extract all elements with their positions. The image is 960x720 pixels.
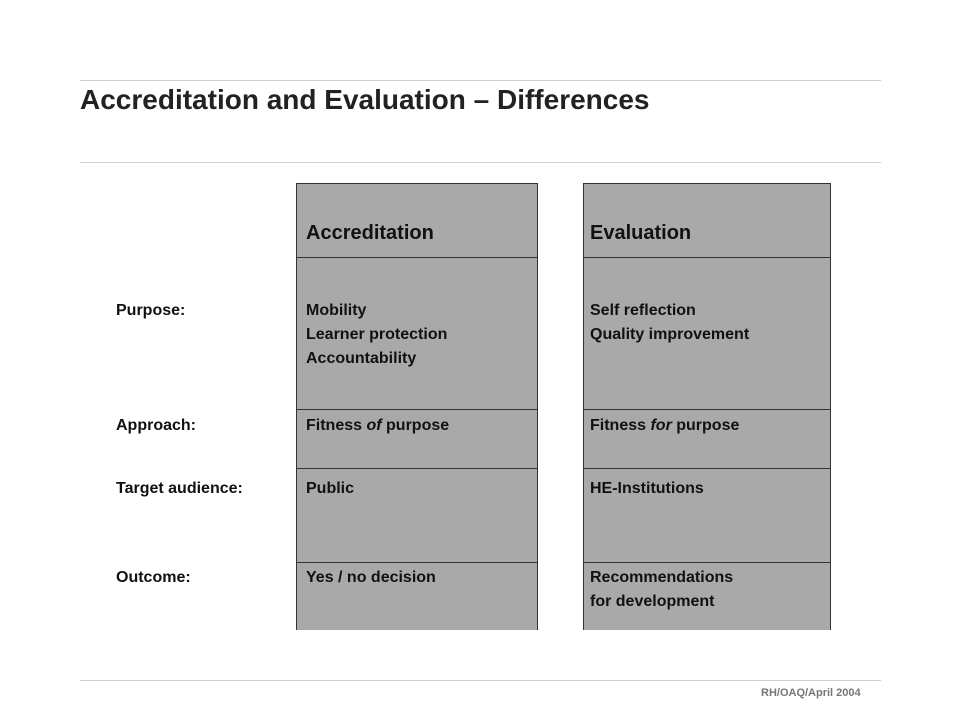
row-divider: [297, 409, 537, 410]
purpose-evaluation-cell: Self reflection Quality improvement: [590, 299, 749, 347]
slide-title: Accreditation and Evaluation – Differenc…: [80, 84, 650, 115]
row-divider: [584, 562, 830, 563]
footer-text: RH/OAQ/April 2004: [761, 687, 861, 699]
text-part: Fitness: [590, 417, 651, 434]
text-part: purpose: [381, 417, 450, 434]
text-part: purpose: [671, 417, 740, 434]
cell-line: Self reflection: [590, 302, 696, 319]
emphasis-text: for: [650, 417, 672, 434]
title-rule: [80, 162, 881, 163]
header-divider: [297, 257, 537, 258]
accreditation-column: [296, 183, 538, 630]
approach-evaluation-cell: Fitness for purpose: [590, 414, 739, 438]
cell-line: Yes / no decision: [306, 569, 436, 586]
row-divider: [584, 468, 830, 469]
text-part: Fitness: [306, 417, 367, 434]
cell-line: Fitness of purpose: [306, 414, 449, 438]
cell-line: HE-Institutions: [590, 480, 704, 497]
cell-line: Recommendations: [590, 569, 734, 586]
row-label-approach: Approach:: [116, 417, 196, 434]
purpose-accreditation-cell: Mobility Learner protection Accountabili…: [306, 299, 447, 371]
audience-accreditation-cell: Public: [306, 477, 354, 501]
evaluation-header: Evaluation: [590, 222, 692, 244]
outcome-accreditation-cell: Yes / no decision: [306, 566, 436, 590]
audience-evaluation-cell: HE-Institutions: [590, 477, 704, 501]
row-divider: [584, 409, 830, 410]
approach-accreditation-cell: Fitness of purpose: [306, 414, 449, 438]
cell-line: Mobility: [306, 302, 367, 319]
row-label-outcome: Outcome:: [116, 569, 191, 586]
cell-line: Quality improvement: [590, 326, 750, 343]
row-label-purpose: Purpose:: [116, 302, 186, 319]
cell-line: Fitness for purpose: [590, 414, 739, 438]
cell-line: Accountability: [306, 350, 417, 367]
top-rule: [80, 80, 881, 81]
row-divider: [297, 562, 537, 563]
row-label-target-audience: Target audience:: [116, 480, 243, 497]
accreditation-header: Accreditation: [306, 222, 434, 244]
cell-line: Public: [306, 480, 355, 497]
emphasis-text: of: [366, 417, 382, 434]
evaluation-column: [583, 183, 831, 630]
outcome-evaluation-cell: Recommendations for development: [590, 566, 733, 614]
footer-rule: [80, 680, 881, 681]
cell-line: Learner protection: [306, 326, 448, 343]
header-divider: [584, 257, 830, 258]
cell-line: for development: [590, 593, 715, 610]
row-divider: [297, 468, 537, 469]
